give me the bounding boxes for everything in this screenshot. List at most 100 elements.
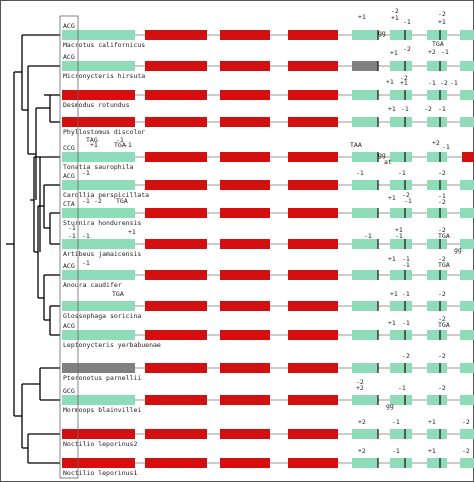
species-name: Pteronotus parnellii: [63, 374, 141, 382]
species-name: Tonatia saurophila: [63, 163, 134, 171]
exon: [352, 117, 378, 127]
exon: [460, 395, 474, 405]
annotation: -1: [442, 143, 450, 151]
species-name: Noctilio leporinus2: [63, 440, 137, 448]
annotation: -1: [82, 197, 90, 205]
annotation: -1: [124, 141, 132, 149]
annotation: -2: [462, 447, 470, 455]
annotation: -2: [462, 418, 470, 426]
annotation: -2: [438, 226, 446, 234]
exon: [390, 117, 412, 127]
annotation: +2: [356, 384, 364, 392]
exon: [352, 301, 378, 311]
exon: [62, 61, 135, 71]
annotation: -1: [82, 169, 90, 177]
exon: [390, 90, 412, 100]
exon: [62, 208, 135, 218]
exon: [62, 395, 135, 405]
exon: [352, 152, 378, 162]
exon: [220, 429, 270, 439]
annotation: -2: [391, 7, 399, 15]
exon: [220, 90, 270, 100]
exon: [427, 152, 447, 162]
exon: [460, 208, 474, 218]
annotation: gg: [378, 29, 386, 37]
exon: [62, 117, 135, 127]
exon: [427, 270, 447, 280]
annotation: TAG: [86, 136, 98, 144]
species-name: Macrotus californicus: [63, 41, 145, 49]
exon: [427, 239, 447, 249]
species-name: Anoura caudifer: [63, 281, 122, 289]
exon: [288, 117, 338, 127]
annotation: -1: [82, 259, 90, 267]
exon: [288, 363, 338, 373]
exon: [145, 61, 207, 71]
exon: [352, 180, 378, 190]
species-name: Micronycteris hirsuta: [63, 72, 145, 80]
exon: [288, 270, 338, 280]
exon: [390, 180, 412, 190]
exon: [462, 152, 474, 162]
annotation: -2: [440, 79, 448, 87]
annotation: -2: [400, 74, 408, 82]
exon: [220, 301, 270, 311]
annotation: -1: [402, 261, 410, 269]
exon: [288, 239, 338, 249]
exon: [288, 429, 338, 439]
annotation: +2: [358, 418, 366, 426]
exon: [62, 429, 135, 439]
annotation: TGA: [438, 321, 450, 329]
annotation: -1: [68, 232, 76, 240]
exon: [427, 395, 447, 405]
annotation: +1: [438, 18, 446, 26]
species-name: Sturnira hondurensis: [63, 219, 141, 227]
annotation: -2: [402, 191, 410, 199]
exon: [352, 30, 378, 40]
exon: [145, 117, 207, 127]
annotation: +1: [388, 255, 396, 263]
exon: [427, 330, 447, 340]
exon: [460, 180, 474, 190]
annotation: +1: [386, 78, 394, 86]
annotation: +2: [358, 447, 366, 455]
annotation: -2: [438, 255, 446, 263]
start-codon: CCG: [63, 144, 75, 152]
annotation: -2: [438, 384, 446, 392]
annotation: -2: [438, 169, 446, 177]
species-name: Glossophaga soricina: [63, 312, 141, 320]
annotation: -2: [356, 378, 364, 386]
exon: [220, 270, 270, 280]
exon: [288, 180, 338, 190]
exon: [145, 239, 207, 249]
exon: [220, 30, 270, 40]
exon: [220, 395, 270, 405]
exon: [288, 90, 338, 100]
exon: [427, 458, 447, 468]
exon: [220, 152, 270, 162]
exon: [145, 270, 207, 280]
exon: [390, 270, 412, 280]
exon: [352, 330, 378, 340]
exon: [62, 301, 135, 311]
species-name: Phyllostomus discolor: [63, 128, 145, 136]
exon: [352, 363, 378, 373]
exon: [390, 363, 412, 373]
annotation: -1: [403, 18, 411, 26]
exon: [427, 208, 447, 218]
exon: [352, 239, 378, 249]
exon: [145, 429, 207, 439]
exon: [145, 395, 207, 405]
exon: [390, 429, 412, 439]
exon: [460, 330, 474, 340]
exon: [145, 208, 207, 218]
annotation: gg: [454, 246, 462, 254]
exon: [460, 61, 474, 71]
annotation: -1: [392, 418, 400, 426]
start-codon: GCG: [63, 387, 75, 395]
exon: [145, 330, 207, 340]
exon: [288, 395, 338, 405]
annotation: TAA: [350, 141, 362, 149]
exon: [460, 458, 474, 468]
